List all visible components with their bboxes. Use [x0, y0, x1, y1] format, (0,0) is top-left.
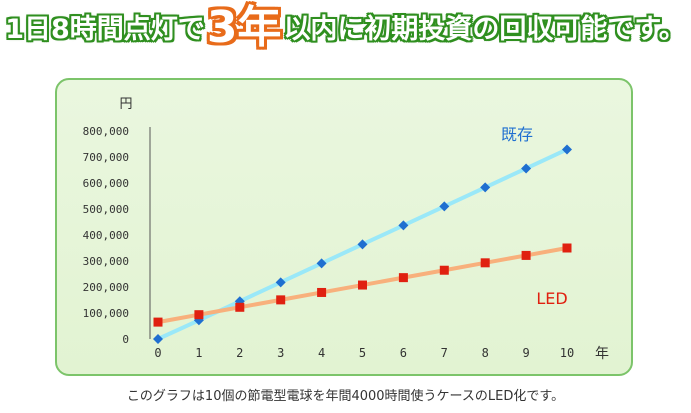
y-tick-label: 600,000 — [83, 177, 129, 190]
y-tick-label: 100,000 — [83, 307, 129, 320]
x-tick-label: 1 — [195, 346, 202, 360]
x-tick-label: 5 — [359, 346, 366, 360]
x-tick-label: 10 — [560, 346, 574, 360]
data-point-square — [439, 265, 449, 275]
series-label: 既存 — [501, 125, 533, 144]
x-tick-label: 9 — [522, 346, 529, 360]
data-point-square — [317, 287, 327, 297]
data-point-square — [235, 302, 245, 312]
headline-emphasis: 3年 — [206, 2, 282, 53]
data-point-square — [398, 273, 408, 283]
x-tick-label: 4 — [318, 346, 325, 360]
data-point-square — [276, 295, 286, 305]
data-point-diamond — [521, 163, 532, 174]
data-point-diamond — [562, 144, 572, 155]
chart-panel — [55, 78, 633, 376]
x-tick-label: 3 — [277, 346, 284, 360]
y-axis-label: 円 — [119, 97, 132, 112]
y-tick-label: 0 — [122, 333, 129, 346]
page-headline: 1日8時間点灯で3年以内に初期投資の回収可能です。 — [0, 0, 691, 56]
data-point-diamond — [357, 239, 368, 250]
headline-post: 以内に初期投資の回収可能です。 — [283, 14, 686, 45]
y-tick-label: 400,000 — [83, 229, 129, 242]
data-point-square — [358, 280, 367, 290]
headline-pre: 1日8時間点灯で — [5, 14, 205, 45]
y-tick-label: 300,000 — [83, 255, 129, 268]
x-tick-label: 8 — [482, 346, 489, 360]
x-tick-label: 7 — [441, 346, 448, 360]
y-tick-label: 800,000 — [83, 125, 129, 138]
data-point-diamond — [480, 182, 491, 193]
data-point-square — [153, 317, 163, 327]
data-point-square — [521, 250, 531, 260]
data-point-square — [480, 258, 490, 268]
series-label: LED — [536, 289, 567, 308]
y-tick-label: 200,000 — [83, 281, 129, 294]
y-tick-label: 700,000 — [83, 151, 129, 164]
data-point-diamond — [153, 334, 163, 344]
chart-caption: このグラフは10個の節電型電球を年間4000時間使うケースのLED化です。 — [126, 389, 565, 404]
y-tick-label: 500,000 — [83, 203, 129, 216]
data-point-square — [194, 310, 204, 320]
data-point-square — [562, 243, 572, 253]
x-axis-label: 年 — [595, 346, 609, 362]
data-point-diamond — [439, 201, 450, 212]
x-tick-label: 2 — [236, 346, 243, 360]
data-point-diamond — [398, 220, 409, 231]
data-point-diamond — [275, 277, 286, 288]
data-point-diamond — [316, 258, 327, 269]
x-tick-label: 0 — [154, 346, 161, 360]
x-tick-label: 6 — [400, 346, 407, 360]
